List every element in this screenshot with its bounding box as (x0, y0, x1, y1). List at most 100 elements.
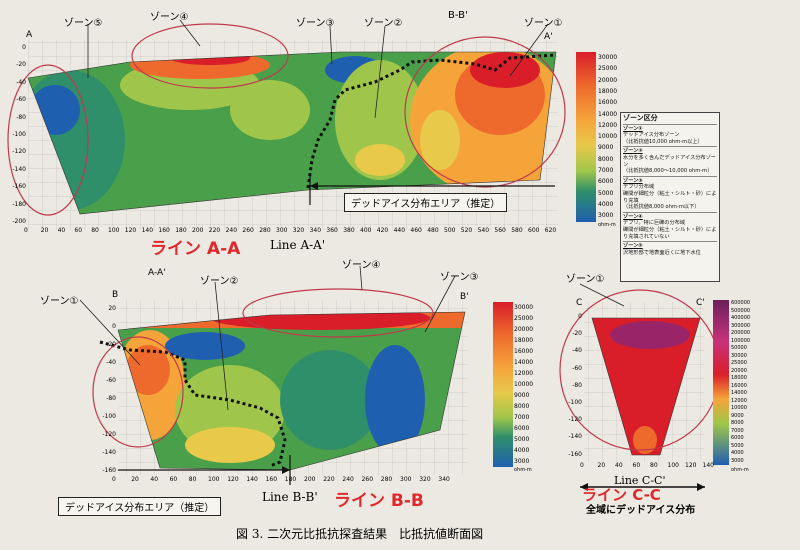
zone-legend-line: 沢地形部で地表面近くに地下水位 (623, 249, 701, 256)
zone-legend-line: 礫間が細粒分（粘土・シルト・砂）により充填 (623, 190, 717, 204)
tick-label: 240 (225, 227, 238, 234)
scale-tick-label: 5000 (514, 436, 530, 443)
tick-label: 80 (188, 476, 197, 483)
tick-label: 40 (150, 476, 159, 483)
scale-tick-label: 20000 (731, 367, 747, 374)
tick-label: -80 (572, 381, 582, 389)
tick-label: 480 (427, 227, 439, 234)
tick-label: 320 (292, 227, 305, 234)
tick-label: 200 (192, 227, 204, 234)
scale-tick-label: 100000 (731, 337, 751, 344)
tick-label: 420 (376, 227, 389, 234)
tick-label: -160 (568, 450, 582, 458)
panel-a-zone1-label: ゾーン① (524, 18, 563, 29)
panel-a-section (28, 52, 556, 214)
tick-label: -100 (12, 131, 26, 138)
panel-b-end-left: B (112, 290, 119, 300)
scale-tick-label: 9000 (731, 412, 744, 419)
zone-legend-line: （比抵抗値8,000 ohm-m以下） (623, 204, 700, 211)
panel-b-plot (92, 288, 513, 485)
scale-tick-label: 3000 (598, 212, 614, 220)
tick-label: -60 (106, 377, 116, 384)
figure-caption: 図 3. 二次元比抵抗探査結果 比抵抗値断面図 (236, 527, 484, 541)
tick-label: 600 (528, 227, 540, 234)
tick-label: 0 (112, 323, 116, 330)
tick-label: 60 (74, 227, 83, 234)
scale-tick-label: 16000 (598, 99, 618, 107)
scale-tick-label: 20000 (514, 326, 534, 333)
zone-legend-item: ゾーン② 水分を多く含んだデッドアイス分布ゾーン （比抵抗値8,000〜10,000… (623, 146, 717, 174)
panel-a-plot (7, 23, 596, 230)
zone-legend-head: ゾーン④ (623, 213, 643, 220)
zone-legend-line: 礫間が細粒分（粘土・シルト・砂）により充填されていない (623, 226, 717, 240)
scale-tick-label: 25000 (598, 65, 618, 73)
tick-label: 560 (494, 227, 506, 234)
tick-label: 500 (444, 227, 456, 234)
scale-tick-label: 300000 (731, 322, 751, 329)
panel-c-red-title: ライン C-C (582, 486, 661, 504)
tick-label: 0 (22, 44, 26, 51)
tick-label: 120 (685, 462, 697, 469)
tick-label: 260 (242, 227, 254, 234)
tick-label: -100 (568, 399, 582, 406)
panel-a-zone5-label: ゾーン⑤ (64, 18, 103, 29)
tick-label: -40 (106, 359, 116, 366)
tick-label: 300 (276, 227, 288, 234)
tick-label: 20 (597, 462, 606, 469)
panel-b-dead-ice-boundary (99, 340, 287, 468)
tick-label: -100 (102, 413, 116, 420)
zone-legend-item: ゾーン⑤ 沢地形部で地表面近くに地下水位 (623, 241, 717, 256)
scale-tick-label: 6000 (731, 435, 744, 441)
panel-c-unit: ohm-m (731, 467, 749, 473)
scale-tick-label: 10000 (598, 133, 618, 141)
panel-b-dead-ice-label: デッドアイス分布エリア（推定） (58, 497, 222, 516)
tick-label: 460 (410, 227, 422, 234)
zone-legend-head: ゾーン⑤ (623, 243, 643, 250)
panel-b-zone4-circle (242, 288, 434, 338)
zone-legend-line: デブリ分布域 (623, 184, 655, 191)
scale-tick-label: 5000 (598, 189, 614, 197)
panel-a-zone4-label: ゾーン④ (150, 12, 189, 23)
scale-tick-label: 16000 (731, 382, 747, 389)
tick-label: -120 (102, 431, 116, 438)
tick-label: -80 (106, 395, 116, 402)
tick-label: -140 (568, 433, 582, 441)
scale-tick-label: 7000 (731, 427, 744, 434)
panel-a-zone3-label: ゾーン③ (296, 18, 335, 29)
panel-b-zone3-label: ゾーン③ (440, 272, 479, 283)
scale-tick-label: 30000 (514, 304, 534, 311)
zone-legend-item: ゾーン① デッドアイス分布ゾーン （比抵抗値10,000 ohm-m以上） (623, 123, 717, 146)
tick-label: 40 (57, 227, 66, 234)
panel-b-red-title: ライン B-B (334, 491, 424, 511)
tick-label: 20 (40, 227, 49, 234)
scale-tick-label: 12000 (514, 370, 534, 377)
tick-label: 100 (108, 227, 120, 234)
scale-tick-label: 5000 (731, 442, 744, 449)
panel-c-end-right: C' (696, 298, 705, 308)
zone-legend-head: ゾーン② (623, 148, 643, 155)
tick-label: -20 (106, 341, 116, 348)
tick-label: 0 (24, 227, 28, 234)
panel-a-zone5-circle (7, 64, 89, 216)
tick-label: -20 (16, 61, 26, 69)
scale-tick-label: 18000 (514, 337, 534, 344)
tick-label: 400 (360, 227, 372, 234)
scale-tick-label: 8000 (598, 155, 614, 163)
scale-tick-label: 4000 (731, 450, 744, 456)
scale-tick-label: 7000 (514, 414, 530, 421)
scale-tick-label: 14000 (514, 359, 534, 366)
zone-legend-items: ゾーン① デッドアイス分布ゾーン （比抵抗値10,000 ohm-m以上） ゾーン② 水… (623, 123, 717, 257)
panel-c-end-left: C (576, 298, 583, 308)
panel-b-zone1-circle (92, 336, 184, 448)
panel-a-unit: ohm-m (598, 222, 616, 228)
scale-tick-label: 6000 (514, 425, 530, 432)
scale-tick-label: 3000 (731, 457, 744, 464)
tick-label: -40 (572, 347, 582, 355)
tick-label: 220 (208, 227, 221, 234)
tick-label: 100 (208, 476, 220, 483)
tick-label: 80 (650, 462, 658, 469)
tick-label: 360 (326, 227, 338, 234)
scale-tick-label: 500000 (731, 307, 751, 314)
panel-c-plot (559, 289, 729, 491)
panel-a-zone1-circle (404, 36, 566, 188)
